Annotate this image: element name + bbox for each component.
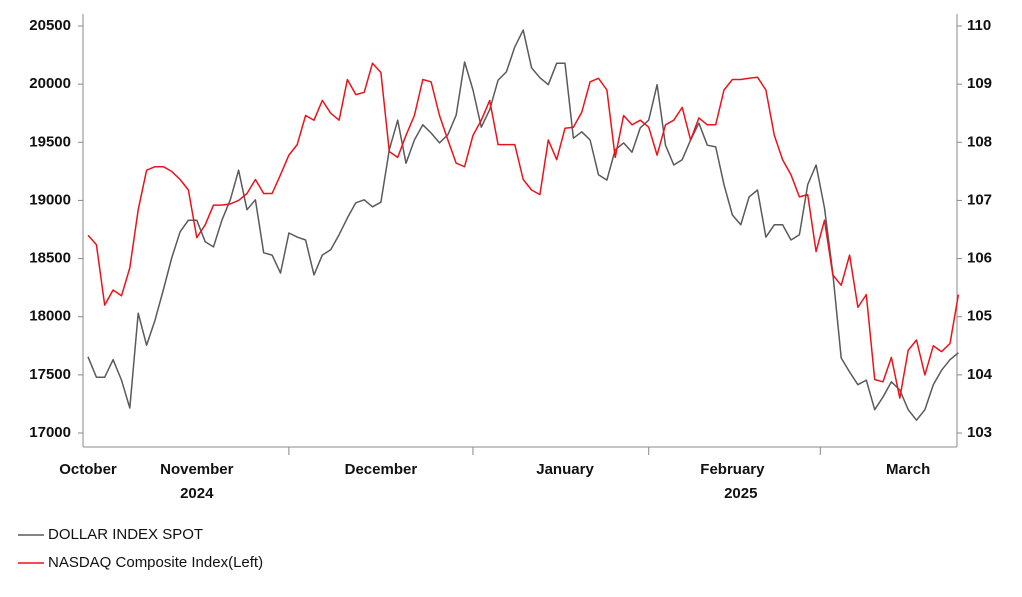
y-tick-label: 18000: [29, 308, 71, 325]
data-line: [87, 62, 960, 399]
y2-tick-label: 103: [967, 424, 992, 441]
y-tick-label: 19500: [29, 133, 71, 150]
x-tick-label: March: [886, 461, 930, 478]
y2-tick-label: 105: [967, 308, 992, 325]
y2-tick-label: 110: [967, 17, 991, 34]
y2-tick-label: 104: [967, 366, 993, 383]
y-tick-label: 20500: [29, 17, 71, 34]
x-tick-label: January: [536, 461, 594, 478]
y2-tick-label: 106: [967, 250, 992, 267]
y-tick-label: 17500: [29, 366, 71, 383]
y-tick-label: 17000: [29, 424, 71, 441]
y-tick-label: 20000: [29, 75, 71, 92]
data-line: [87, 29, 959, 421]
y2-tick-label: 109: [967, 75, 992, 92]
x-tick-label: October: [59, 461, 117, 478]
x-tick-label: February: [700, 461, 765, 478]
x-tick-label: December: [345, 461, 418, 478]
legend-label: NASDAQ Composite Index(Left): [48, 554, 263, 571]
y2-tick-label: 108: [967, 133, 992, 150]
y2-tick-label: 107: [967, 191, 992, 208]
y-tick-label: 19000: [29, 191, 71, 208]
x-year-label: 2024: [180, 485, 214, 502]
x-tick-label: November: [160, 461, 234, 478]
legend-label: DOLLAR INDEX SPOT: [48, 526, 203, 543]
x-year-label: 2025: [724, 485, 757, 502]
y-tick-label: 18500: [29, 250, 71, 267]
